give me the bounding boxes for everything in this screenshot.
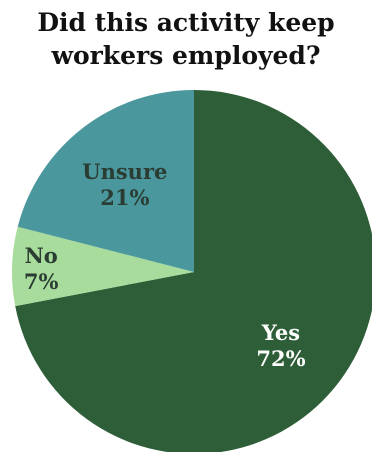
- pie-slice-unsure: [17, 90, 194, 272]
- pie-slice-yes: [15, 90, 372, 452]
- pie-slice-no: [12, 226, 194, 307]
- slice-label-yes: Yes: [261, 320, 300, 345]
- slice-label-unsure: Unsure: [82, 159, 167, 184]
- chart-title-line-1: Did this activity keep: [37, 8, 335, 37]
- slice-value-unsure: 21%: [100, 185, 149, 210]
- slice-value-yes: 72%: [256, 346, 305, 371]
- chart-title-line-2: workers employed?: [51, 41, 321, 70]
- slice-value-no: 7%: [24, 269, 59, 294]
- slice-label-no: No: [25, 243, 58, 268]
- chart-title: Did this activity keep workers employed?: [0, 6, 372, 72]
